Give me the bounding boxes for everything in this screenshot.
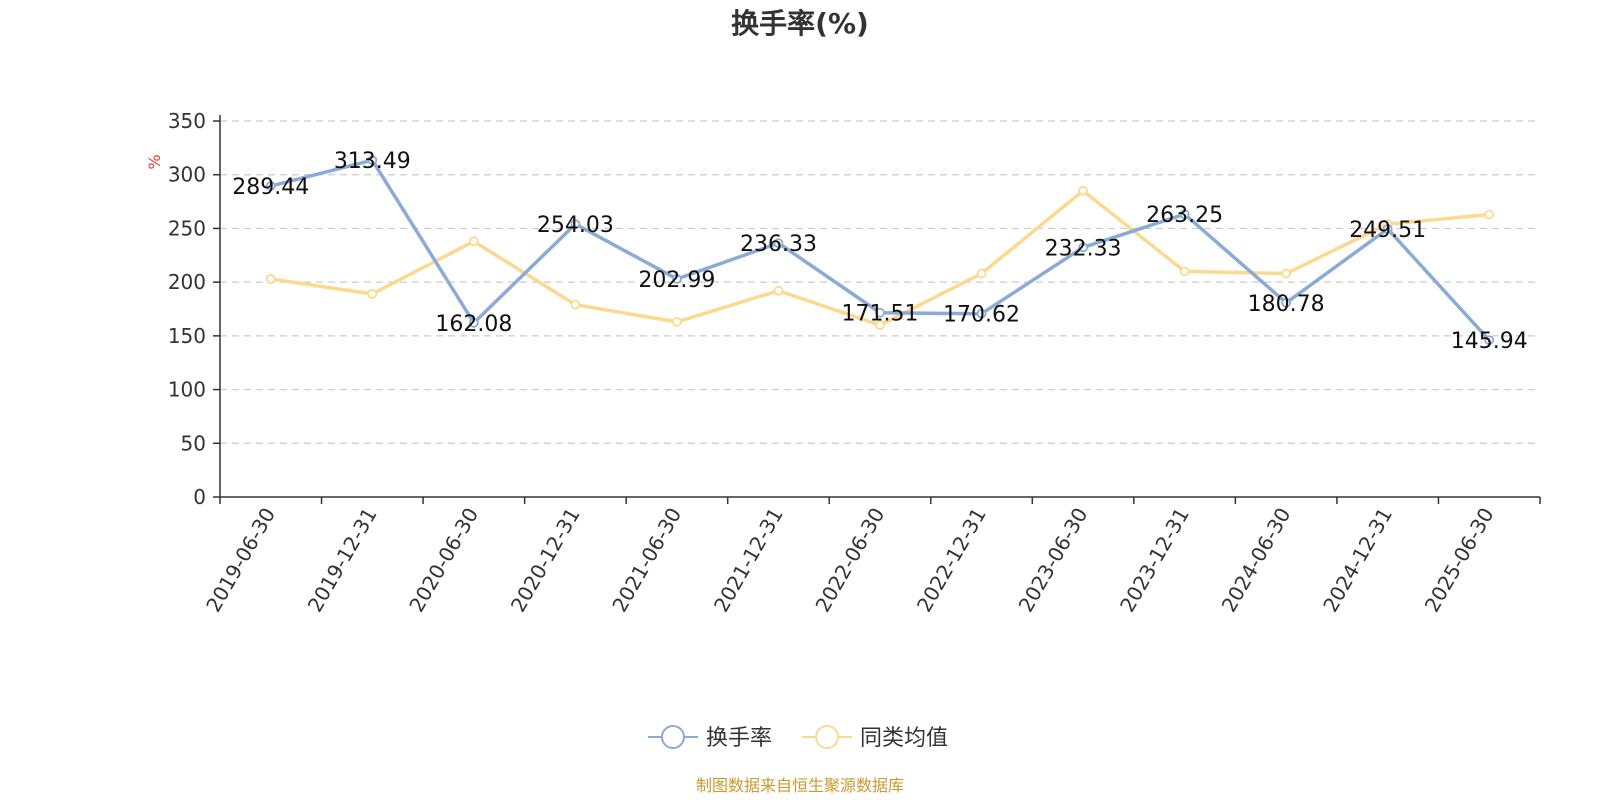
data-point[interactable]	[875, 320, 885, 331]
axes: 0 50 100 150 200 250 300 350 2019-06-30 2019-12-3…	[168, 109, 1541, 617]
data-label: 180.78	[1248, 292, 1325, 317]
x-tick-label: 2022-06-30	[810, 504, 889, 617]
data-label: 263.25	[1146, 203, 1223, 228]
x-tick-label: 2024-12-31	[1318, 504, 1397, 617]
data-point[interactable]	[1281, 297, 1292, 308]
x-tick-label: 2020-12-31	[506, 504, 585, 617]
data-label: 249.51	[1349, 218, 1426, 243]
data-label: 202.99	[638, 268, 715, 293]
data-label: 254.03	[537, 213, 614, 238]
grid-lines	[220, 120, 1540, 444]
data-point[interactable]	[976, 308, 987, 319]
x-tick-label: 2023-12-31	[1115, 504, 1194, 617]
data-point[interactable]	[367, 155, 378, 166]
data-point[interactable]	[468, 317, 479, 328]
data-point[interactable]	[367, 289, 378, 299]
y-tick-label: 250	[168, 216, 206, 240]
x-tick-label: 2019-06-30	[201, 504, 280, 617]
x-tick-label: 2019-12-31	[303, 504, 382, 617]
data-point[interactable]	[875, 307, 885, 318]
data-point[interactable]	[1078, 185, 1088, 196]
legend-label: 同类均值	[860, 726, 948, 751]
legend-item[interactable]: 换手率	[648, 725, 772, 751]
data-point[interactable]	[1484, 209, 1495, 220]
data-point[interactable]	[672, 274, 682, 284]
data-point[interactable]	[265, 274, 276, 284]
x-tick-label: 2024-06-30	[1217, 504, 1296, 617]
legend-marker-icon	[661, 725, 685, 749]
data-point[interactable]	[1078, 242, 1088, 253]
data-label: 171.51	[842, 302, 919, 327]
data-point[interactable]	[468, 236, 479, 247]
data-point[interactable]	[570, 299, 581, 310]
data-label: 232.33	[1045, 236, 1122, 261]
data-label: 162.08	[435, 312, 512, 337]
data-point[interactable]	[672, 316, 682, 327]
y-tick-label: 350	[168, 109, 206, 133]
data-label: 145.94	[1451, 329, 1528, 354]
data-label: 236.33	[740, 232, 817, 257]
x-tick-label: 2025-06-30	[1420, 504, 1499, 617]
y-tick-label: 100	[168, 378, 206, 402]
data-labels: 289.44 313.49 162.08 254.03 202.99 236.33 171.…	[232, 149, 1527, 354]
data-point[interactable]	[265, 181, 276, 191]
legend-label: 换手率	[706, 726, 772, 751]
y-tick-label: 200	[168, 270, 206, 294]
series-layer	[265, 155, 1495, 346]
data-point[interactable]	[773, 285, 784, 296]
legend[interactable]: 换手率 同类均值	[648, 725, 948, 751]
data-point[interactable]	[1484, 335, 1495, 346]
data-point[interactable]	[773, 238, 784, 249]
data-point[interactable]	[1281, 268, 1292, 279]
data-point[interactable]	[976, 268, 987, 279]
y-tick-label: 300	[168, 163, 206, 187]
x-tick-label: 2022-12-31	[912, 504, 991, 617]
x-tick-label: 2023-06-30	[1014, 504, 1093, 617]
x-tick-label: 2021-12-31	[709, 504, 788, 617]
x-tick-label: 2020-06-30	[404, 504, 483, 617]
data-point[interactable]	[1179, 209, 1190, 220]
data-label: 289.44	[232, 175, 309, 200]
y-tick-label: 50	[181, 431, 206, 455]
y-tick-label: 150	[168, 324, 206, 348]
data-point[interactable]	[1179, 266, 1190, 277]
chart-title: 换手率(%)	[731, 7, 869, 40]
data-point[interactable]	[1382, 224, 1393, 234]
data-point[interactable]	[570, 219, 581, 229]
y-axis-unit-label: %	[145, 154, 164, 169]
legend-marker-icon	[815, 725, 839, 749]
y-tick-label: 0	[193, 485, 206, 509]
legend-item[interactable]: 同类均值	[802, 725, 948, 751]
x-tick-label: 2021-06-30	[607, 504, 686, 617]
data-label: 170.62	[943, 303, 1020, 328]
data-label: 313.49	[334, 149, 411, 174]
data-source-note: 制图数据来自恒生聚源数据库	[696, 776, 904, 795]
